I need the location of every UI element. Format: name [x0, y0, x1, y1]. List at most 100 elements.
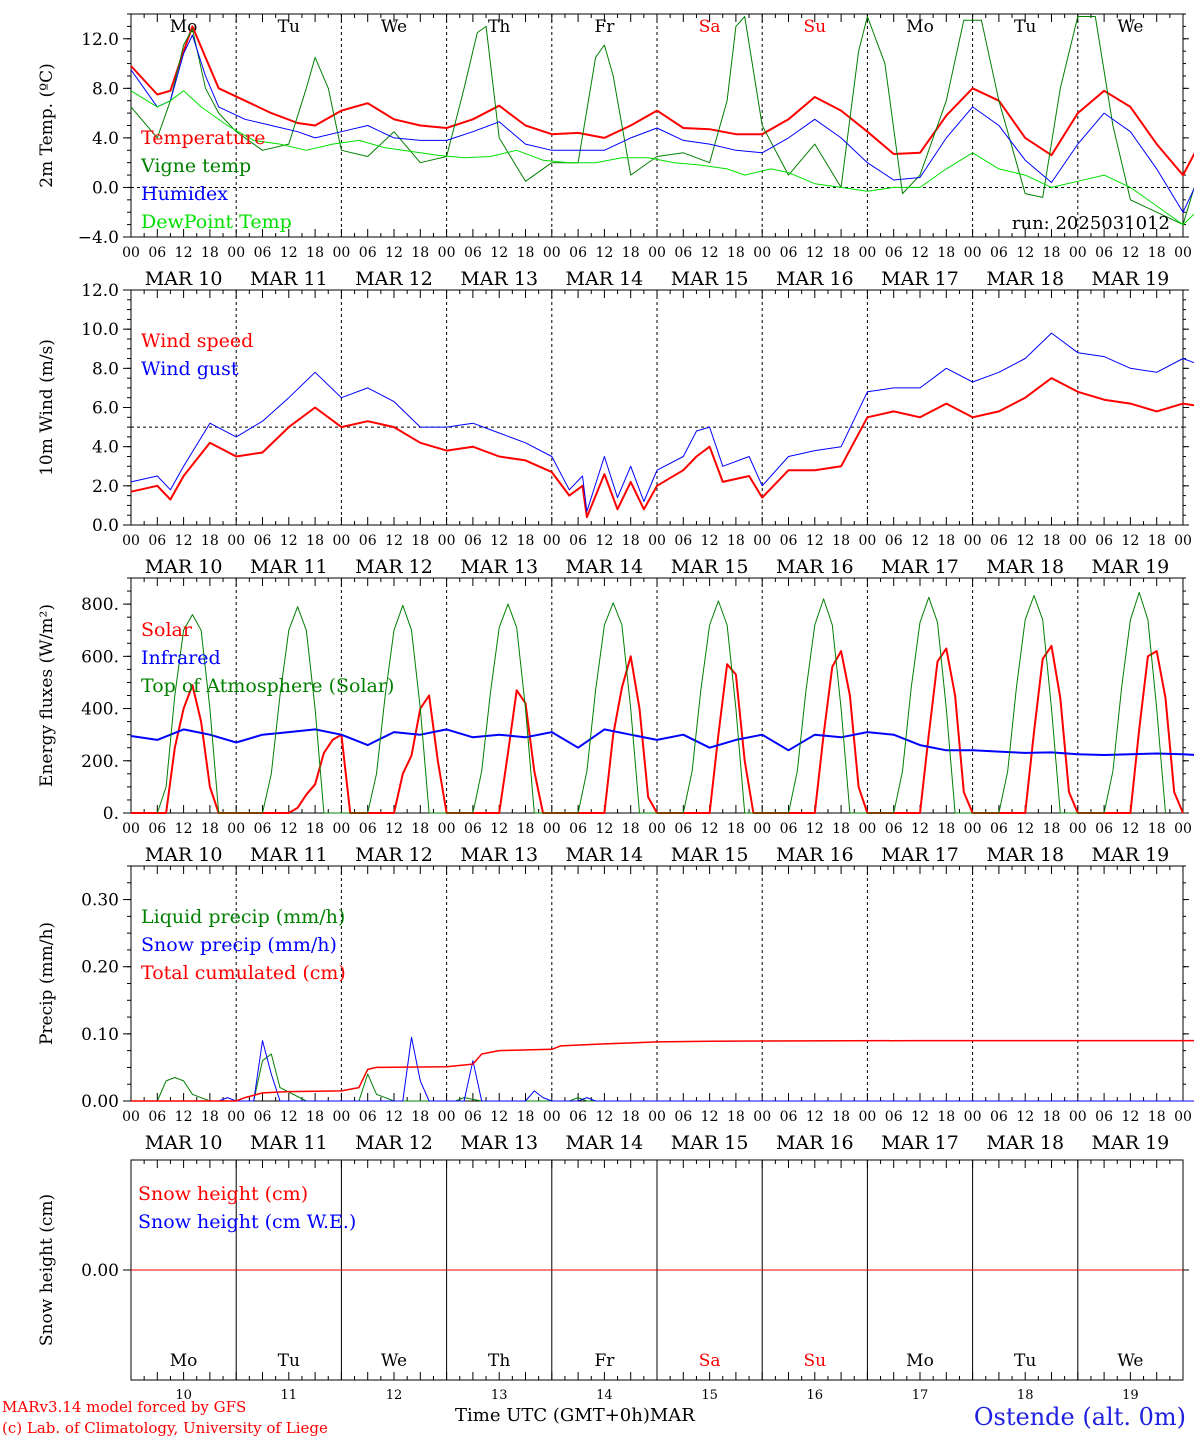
y-axis-label: Energy fluxes (W/m²)	[37, 604, 57, 787]
date-label: MAR 13	[460, 1132, 538, 1154]
hour-tick-label: 18	[937, 533, 955, 549]
day-number-label: 18	[1017, 1388, 1034, 1400]
date-label: MAR 18	[986, 844, 1064, 866]
y-tick-label: 0.30	[81, 891, 119, 911]
hour-tick-label: 00	[858, 1109, 876, 1125]
date-label: MAR 11	[250, 268, 328, 290]
day-of-week-label: Th	[488, 1351, 510, 1371]
hour-tick-label: 00	[1069, 245, 1087, 261]
hour-tick-label: 12	[806, 245, 824, 261]
hour-tick-label: 12	[490, 533, 508, 549]
date-label: MAR 17	[881, 556, 959, 578]
hour-tick-label: 06	[1095, 821, 1113, 837]
hour-tick-label: 18	[1043, 821, 1061, 837]
hour-tick-label: 06	[780, 245, 798, 261]
hour-tick-label: 12	[806, 533, 824, 549]
hour-tick-label: 18	[622, 821, 640, 837]
hour-tick-label: 06	[990, 245, 1008, 261]
hour-tick-label: 12	[490, 821, 508, 837]
hour-tick-label: 00	[122, 821, 140, 837]
hour-tick-label: 00	[227, 1109, 245, 1125]
legend-entry: Infrared	[141, 647, 221, 669]
y-tick-label: 0.0	[92, 516, 119, 536]
hour-tick-label: 00	[858, 821, 876, 837]
date-label: MAR 11	[250, 844, 328, 866]
y-axis-label: 2m Temp. (ºC)	[37, 63, 57, 188]
hour-tick-label: 18	[1043, 533, 1061, 549]
hour-tick-label: 18	[201, 533, 219, 549]
series-temperature	[130, 25, 1194, 177]
day-of-week-label: Fr	[594, 17, 615, 37]
series-humidex	[130, 34, 1194, 213]
date-label: MAR 19	[1092, 556, 1170, 578]
hour-tick-label: 00	[858, 245, 876, 261]
legend-entry: Solar	[141, 619, 193, 641]
hour-tick-label: 18	[937, 1109, 955, 1125]
series-dewpoint-temp	[130, 90, 1194, 226]
lab-credit: (c) Lab. of Climatology, University of L…	[2, 1419, 328, 1437]
hour-tick-label: 18	[1043, 1109, 1061, 1125]
x-axis-month: MAR	[649, 1405, 695, 1426]
hour-tick-label: 06	[359, 1109, 377, 1125]
hour-tick-label: 12	[280, 245, 298, 261]
hour-tick-label: 18	[411, 533, 429, 549]
run-label: run: 2025031012	[1012, 213, 1170, 234]
hour-tick-label: 00	[1174, 821, 1192, 837]
hour-tick-label: 06	[359, 821, 377, 837]
day-number-label: 15	[701, 1388, 718, 1400]
hour-tick-label: 18	[622, 1109, 640, 1125]
date-label: MAR 10	[145, 556, 223, 578]
day-of-week-label: Mo	[906, 1351, 934, 1371]
y-tick-label: 6.0	[92, 399, 119, 419]
hour-tick-label: 18	[832, 821, 850, 837]
hour-tick-label: 12	[806, 1109, 824, 1125]
hour-tick-label: 00	[753, 1109, 771, 1125]
hour-tick-label: 18	[201, 245, 219, 261]
hour-tick-label: 18	[1148, 821, 1166, 837]
date-label: MAR 13	[460, 268, 538, 290]
series-snow-precip-mm-h-	[131, 1036, 1194, 1102]
y-tick-label: 8.0	[92, 359, 119, 379]
hour-tick-label: 18	[306, 245, 324, 261]
meteogram: −4.0 0.0 4.0 8.0 12.0 2m Temp. (ºC) Mo Tu We Th Fr…	[37, 13, 1194, 1400]
hour-tick-label: 12	[385, 821, 403, 837]
day-number-label: 17	[912, 1388, 929, 1400]
hour-tick-label: 12	[595, 821, 613, 837]
hour-tick-label: 06	[148, 821, 166, 837]
day-of-week-label: We	[381, 1351, 407, 1371]
date-label: MAR 10	[145, 268, 223, 290]
hour-tick-label: 06	[464, 533, 482, 549]
day-number-label: 13	[491, 1388, 508, 1400]
legend-entry: Humidex	[141, 183, 228, 205]
hour-tick-label: 18	[622, 245, 640, 261]
hour-tick-label: 00	[1069, 1109, 1087, 1125]
date-label: MAR 14	[566, 1132, 644, 1154]
hour-tick-label: 12	[701, 245, 719, 261]
day-number-label: 16	[807, 1388, 824, 1400]
hour-tick-label: 06	[569, 533, 587, 549]
day-of-week-label: We	[1117, 17, 1143, 37]
hour-tick-label: 18	[832, 533, 850, 549]
date-label: MAR 14	[566, 844, 644, 866]
hour-tick-label: 06	[990, 1109, 1008, 1125]
hour-tick-label: 18	[306, 1109, 324, 1125]
day-of-week-label: Sa	[699, 1351, 721, 1371]
date-label: MAR 18	[986, 1132, 1064, 1154]
legend-entry: Snow height (cm W.E.)	[138, 1211, 356, 1233]
hour-tick-label: 18	[832, 245, 850, 261]
date-label: MAR 12	[355, 1132, 433, 1154]
hour-tick-label: 06	[674, 245, 692, 261]
y-tick-label: 4.0	[92, 129, 119, 149]
hour-tick-label: 06	[254, 1109, 272, 1125]
model-credit: MARv3.14 model forced by GFS	[2, 1398, 247, 1416]
hour-tick-label: 00	[1174, 533, 1192, 549]
hour-tick-label: 00	[648, 245, 666, 261]
legend-entry: Snow precip (mm/h)	[141, 934, 337, 956]
hour-tick-label: 00	[438, 821, 456, 837]
hour-tick-label: 12	[175, 1109, 193, 1125]
day-number-label: 11	[281, 1388, 298, 1400]
day-number-label: 12	[386, 1388, 403, 1400]
legend-entry: Vigne temp	[140, 155, 251, 177]
hour-tick-label: 00	[332, 1109, 350, 1125]
hour-tick-label: 00	[543, 1109, 561, 1125]
